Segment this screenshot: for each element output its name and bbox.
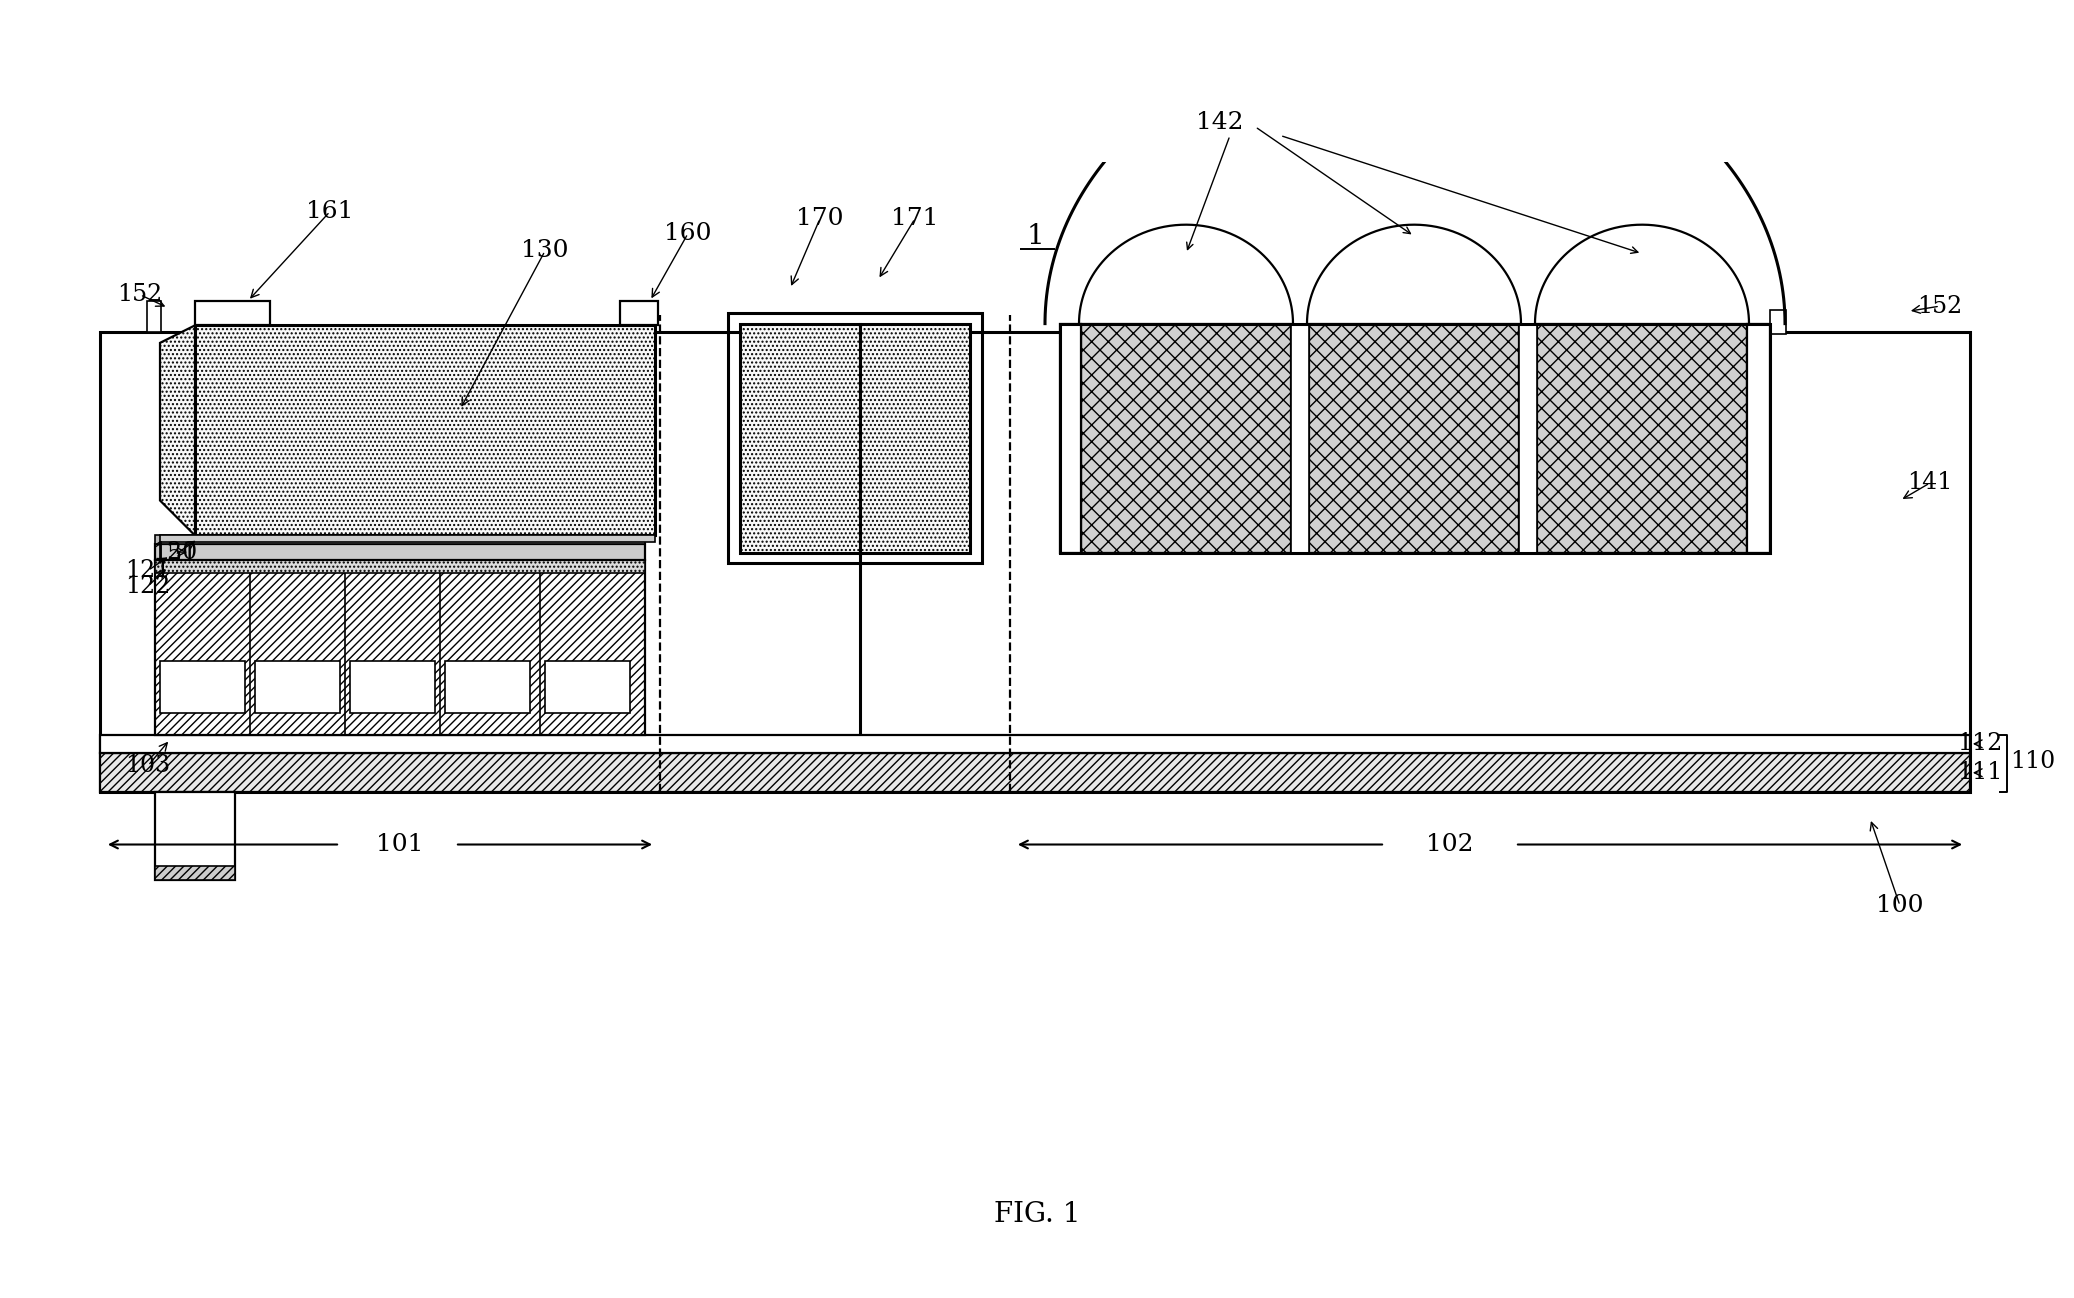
Bar: [160, 661, 245, 713]
Text: FIG. 1: FIG. 1: [993, 1202, 1081, 1228]
Bar: [195, 301, 270, 326]
Text: 100: 100: [1877, 894, 1925, 918]
Bar: [156, 559, 645, 735]
Bar: [147, 301, 162, 332]
Bar: [446, 661, 531, 713]
Text: 142: 142: [1197, 110, 1244, 134]
Bar: [100, 735, 1970, 753]
Text: 102: 102: [1427, 833, 1475, 855]
Bar: [1290, 323, 1309, 553]
Text: 103: 103: [124, 754, 170, 778]
Bar: [195, 326, 655, 536]
Bar: [1060, 323, 1769, 553]
Text: 141: 141: [1908, 471, 1954, 495]
Text: 160: 160: [664, 222, 711, 245]
Bar: [156, 544, 645, 559]
Bar: [255, 661, 340, 713]
Text: 112: 112: [1958, 732, 2003, 755]
Text: 140: 140: [1456, 0, 1504, 3]
Bar: [160, 536, 655, 543]
Text: 130: 130: [521, 239, 568, 262]
Bar: [1746, 323, 1769, 553]
Text: 170: 170: [796, 208, 844, 230]
Bar: [1537, 323, 1746, 553]
Bar: [859, 323, 971, 553]
Bar: [620, 301, 657, 326]
Text: 151: 151: [151, 544, 197, 566]
Text: 110: 110: [2010, 750, 2055, 772]
Bar: [156, 792, 234, 880]
Bar: [1060, 323, 1081, 553]
Text: 171: 171: [892, 208, 940, 230]
Bar: [156, 536, 645, 544]
Bar: [1769, 310, 1786, 334]
Text: 152: 152: [1916, 295, 1962, 318]
Bar: [1081, 323, 1290, 553]
Text: 122: 122: [124, 575, 170, 598]
Text: 101: 101: [375, 833, 423, 855]
Bar: [100, 753, 1970, 792]
Text: 152: 152: [118, 283, 162, 306]
Text: 120: 120: [151, 540, 197, 563]
Bar: [1518, 323, 1537, 553]
Bar: [156, 866, 234, 880]
Text: 121: 121: [124, 559, 170, 582]
Text: 1: 1: [1027, 222, 1043, 249]
Text: 161: 161: [307, 200, 355, 223]
Bar: [545, 661, 630, 713]
Bar: [740, 323, 859, 553]
Bar: [728, 313, 981, 563]
Bar: [351, 661, 436, 713]
Text: 111: 111: [1958, 761, 2003, 784]
Polygon shape: [160, 326, 195, 536]
Bar: [156, 559, 645, 574]
Bar: [100, 332, 1970, 792]
Bar: [1309, 323, 1518, 553]
